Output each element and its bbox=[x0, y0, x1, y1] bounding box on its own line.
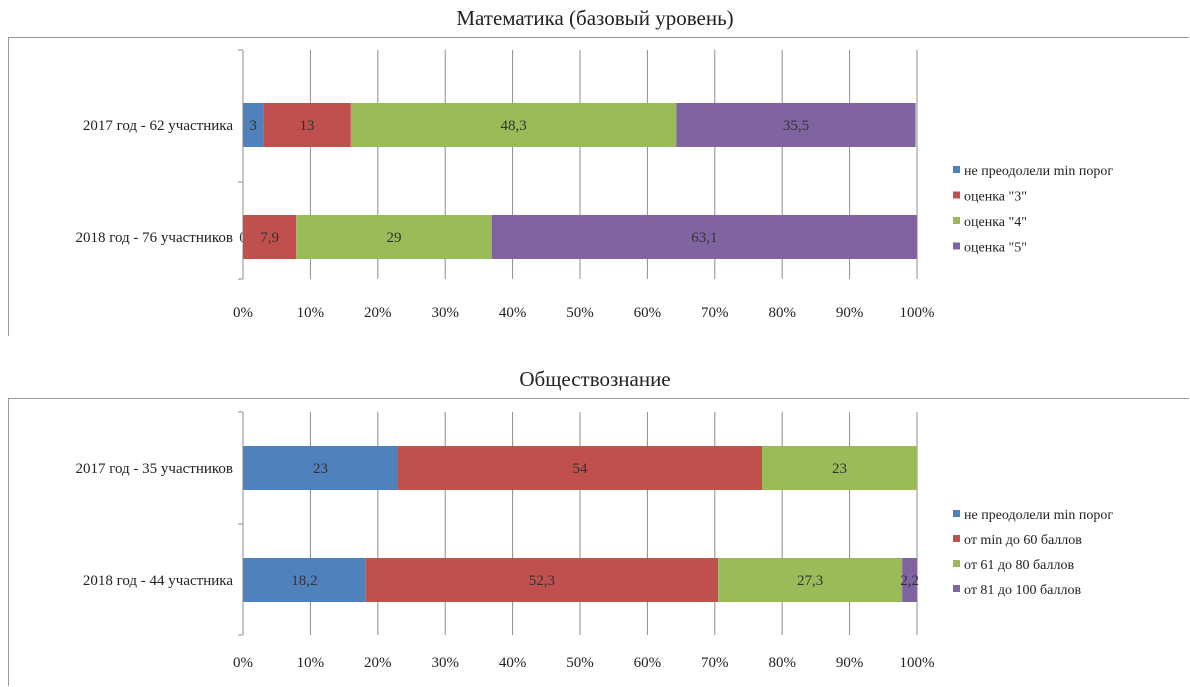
category-label: 2018 год - 44 участника bbox=[83, 573, 234, 589]
data-label: 35,5 bbox=[783, 118, 809, 134]
x-tick-label: 0% bbox=[233, 305, 253, 321]
data-label: 2,2 bbox=[900, 573, 919, 589]
data-label: 23 bbox=[313, 461, 328, 477]
x-tick-label: 60% bbox=[634, 655, 662, 671]
data-label: 3 bbox=[249, 118, 257, 134]
data-label: 23 bbox=[832, 461, 847, 477]
legend-swatch bbox=[953, 242, 960, 250]
data-label: 29 bbox=[386, 230, 401, 246]
legend-swatch bbox=[953, 166, 960, 173]
legend-swatch bbox=[953, 535, 960, 542]
legend-swatch bbox=[953, 510, 960, 517]
legend-label: от 61 до 80 баллов bbox=[964, 558, 1074, 573]
data-label: 52,3 bbox=[529, 573, 555, 589]
x-tick-label: 30% bbox=[431, 305, 459, 321]
legend-swatch bbox=[953, 191, 960, 199]
x-tick-label: 90% bbox=[836, 655, 864, 671]
legend-swatch bbox=[953, 560, 960, 567]
data-label: 54 bbox=[573, 461, 589, 477]
x-tick-label: 50% bbox=[566, 305, 594, 321]
x-tick-label: 80% bbox=[768, 305, 796, 321]
x-tick-label: 50% bbox=[566, 655, 594, 671]
bar-segment bbox=[365, 558, 719, 602]
legend-label: от 81 до 100 баллов bbox=[964, 583, 1081, 598]
bar-segment bbox=[350, 103, 677, 147]
x-tick-label: 30% bbox=[431, 655, 459, 671]
x-tick-label: 100% bbox=[900, 305, 935, 321]
chart-title: Обществознание bbox=[519, 367, 671, 391]
bar-segment bbox=[761, 446, 917, 490]
legend-swatch bbox=[953, 585, 960, 592]
x-tick-label: 60% bbox=[634, 305, 662, 321]
bar-segment bbox=[243, 446, 399, 490]
x-tick-label: 80% bbox=[768, 655, 796, 671]
bar-segment bbox=[263, 103, 351, 147]
x-tick-label: 0% bbox=[233, 655, 253, 671]
x-tick-label: 70% bbox=[701, 305, 729, 321]
data-label: 7,9 bbox=[260, 230, 279, 246]
data-label: 27,3 bbox=[797, 573, 823, 589]
bar-segment bbox=[243, 558, 366, 602]
chart-frame bbox=[8, 37, 1189, 336]
legend-label: оценка "3" bbox=[964, 190, 1027, 205]
legend-label: оценка "5" bbox=[964, 241, 1027, 256]
legend-label: от min до 60 баллов bbox=[964, 533, 1082, 548]
bar-segment bbox=[676, 103, 916, 147]
bar-segment bbox=[718, 558, 903, 602]
bar-segment bbox=[902, 558, 917, 602]
data-label: 18,2 bbox=[291, 573, 317, 589]
bar-segment bbox=[491, 215, 917, 259]
x-tick-label: 90% bbox=[836, 305, 864, 321]
bar-segment bbox=[398, 446, 762, 490]
category-label: 2017 год - 35 участников bbox=[75, 461, 233, 477]
bar-segment bbox=[296, 215, 492, 259]
legend-swatch bbox=[953, 217, 960, 224]
chart-social-studies: 23 54 23 2017 год - 35 участников 18,2 52,3 27… bbox=[75, 411, 1113, 671]
legend-label: не преодолели min порог bbox=[964, 164, 1113, 179]
data-label: 63,1 bbox=[691, 230, 717, 246]
category-label: 2017 год - 62 участника bbox=[83, 118, 234, 134]
x-tick-label: 40% bbox=[499, 655, 527, 671]
bar-segment bbox=[243, 103, 264, 147]
data-label: 48,3 bbox=[500, 118, 526, 134]
data-label: 13 bbox=[300, 118, 315, 134]
category-label: 2018 год - 76 участников bbox=[75, 230, 233, 246]
x-tick-label: 40% bbox=[499, 305, 527, 321]
x-tick-label: 70% bbox=[701, 655, 729, 671]
x-tick-label: 20% bbox=[364, 305, 392, 321]
bar-segment bbox=[243, 215, 297, 259]
chart-frame bbox=[8, 398, 1189, 686]
x-tick-label: 10% bbox=[297, 305, 325, 321]
legend-label: оценка "4" bbox=[964, 215, 1027, 230]
x-tick-label: 20% bbox=[364, 655, 392, 671]
legend-label: не преодолели min порог bbox=[964, 508, 1113, 523]
x-tick-label: 10% bbox=[297, 655, 325, 671]
x-tick-label: 100% bbox=[900, 655, 935, 671]
chart-title: Математика (базовый уровень) bbox=[456, 6, 734, 30]
